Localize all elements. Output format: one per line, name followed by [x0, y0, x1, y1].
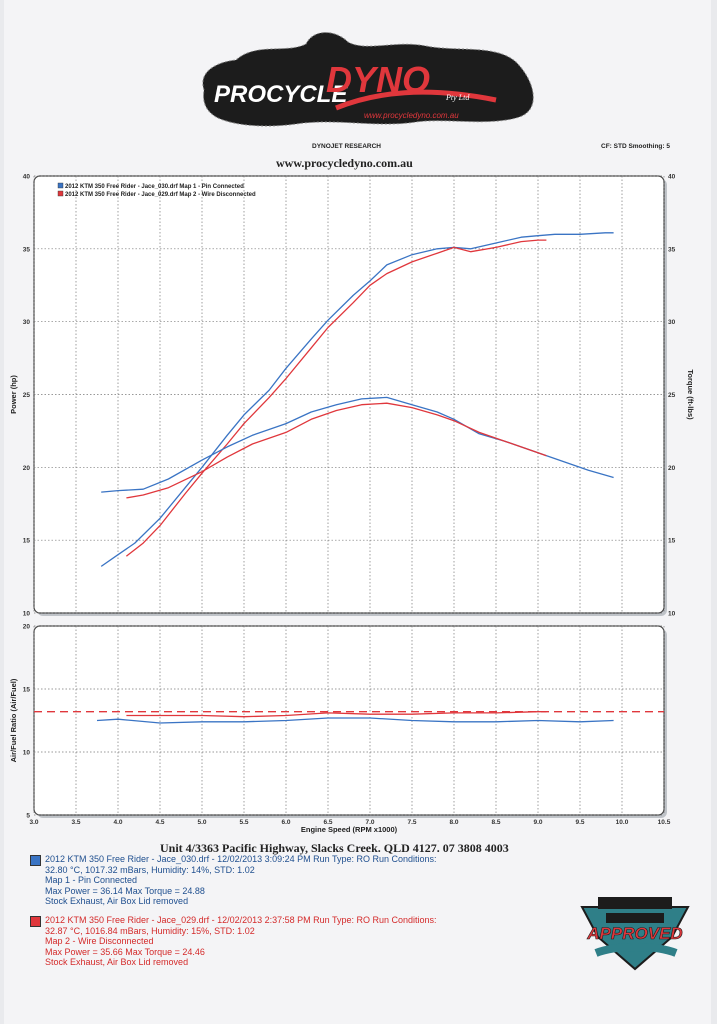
x-tick-label: 7.5	[407, 819, 416, 826]
series-line-1	[96, 717, 614, 724]
x-tick-label: 5.0	[197, 819, 206, 826]
legend-entry: 2012 KTM 350 Free Rider - Jace_030.drf M…	[65, 184, 244, 190]
y-tick-label: 25	[23, 392, 31, 399]
x-tick-label: 10.5	[658, 819, 671, 826]
logo-procycle-text: PROCYCLE	[214, 81, 348, 108]
x-tick-label: 5.5	[239, 819, 248, 826]
y-tick-label: 40	[23, 174, 31, 181]
run2-line5: Stock Exhaust, Air Box Lid removed	[45, 957, 189, 967]
legend-swatch	[57, 190, 64, 197]
x-tick-label: 10.0	[616, 819, 629, 826]
y-tick-label: 5	[26, 813, 30, 820]
series-line-2	[126, 239, 547, 557]
y-tick-label: 30	[23, 319, 31, 326]
logo-url-text: www.procycledyno.com.au	[364, 111, 459, 120]
approved-badge: APPROVED	[580, 897, 690, 971]
x-tick-label: 8.0	[449, 819, 458, 826]
run1-line4: Max Power = 36.14 Max Torque = 24.88	[45, 885, 205, 896]
y2-tick-label: 35	[668, 246, 676, 253]
logo-suffix-text: Pty Ltd	[445, 93, 470, 102]
series-line-2	[126, 711, 547, 718]
run2-swatch	[30, 916, 41, 927]
run2-details: 2012 KTM 350 Free Rider - Jace_029.drf -…	[45, 915, 437, 968]
run1-swatch	[30, 855, 41, 866]
y-axis-title: Power (hp)	[9, 375, 18, 414]
y-tick-label: 35	[23, 246, 31, 253]
x-tick-label: 3.5	[71, 819, 80, 826]
shop-address: Unit 4/3363 Pacific Highway, Slacks Cree…	[160, 841, 509, 855]
y-tick-label: 10	[23, 750, 31, 757]
dynojet-research-label: DYNOJET RESEARCH	[312, 143, 381, 150]
x-tick-label: 9.0	[533, 819, 542, 826]
y-axis-title: Air/Fuel Ratio (Air/Fuel)	[9, 678, 18, 762]
x-tick-label: 3.0	[29, 819, 38, 826]
run2-line3: Map 2 - Wire Disconnected	[45, 936, 154, 946]
series-line-1	[100, 232, 614, 567]
y2-tick-label: 40	[668, 174, 676, 181]
x-tick-label: 6.5	[323, 819, 332, 826]
run2-line4: Max Power = 35.66 Max Torque = 24.46	[45, 946, 205, 957]
logo-dyno-text: DYNO	[326, 59, 430, 100]
power-torque-chart: 10 10 15 15 20 20 25 25 30 30 35 35 40 40 Power (hp) To…	[9, 174, 695, 618]
run1-line2: 32.80 °C, 1017.32 mBars, Humidity: 14%, …	[45, 864, 255, 875]
y2-tick-label: 10	[668, 611, 676, 618]
approved-badge-text: APPROVED	[586, 924, 682, 943]
x-tick-label: 9.5	[575, 819, 584, 826]
x-tick-label: 4.5	[155, 819, 164, 826]
y2-axis-title: Torque (ft-lbs)	[686, 369, 695, 420]
y-tick-label: 15	[23, 538, 31, 545]
x-tick-label: 7.0	[365, 819, 374, 826]
series-line-4	[126, 402, 547, 499]
y2-tick-label: 30	[668, 319, 676, 326]
x-tick-label: 8.5	[491, 819, 500, 826]
run1-line1: 2012 KTM 350 Free Rider - Jace_030.drf -…	[45, 854, 437, 864]
y-tick-label: 15	[23, 687, 31, 694]
run2-line2: 32.87 °C, 1016.84 mBars, Humidity: 15%, …	[45, 925, 255, 936]
cf-smoothing-label: CF: STD Smoothing: 5	[601, 143, 670, 150]
run1-line5: Stock Exhaust, Air Box Lid removed	[45, 896, 189, 906]
y-tick-label: 20	[23, 624, 31, 631]
y-tick-label: 20	[23, 465, 31, 472]
website-label: www.procycledyno.com.au	[276, 156, 413, 170]
y2-tick-label: 25	[668, 392, 676, 399]
y-tick-label: 10	[23, 611, 31, 618]
y2-tick-label: 20	[668, 465, 676, 472]
air-fuel-ratio-chart: 5 10 15 20 3.0 3.5 4.0 4.5 5.0 5.5 6.0 6.5 7.0 7.5 8.0…	[9, 624, 671, 835]
x-tick-label: 4.0	[113, 819, 122, 826]
run1-line3: Map 1 - Pin Connected	[45, 875, 138, 885]
legend-swatch	[57, 182, 64, 189]
x-tick-label: 6.0	[281, 819, 290, 826]
run2-line1: 2012 KTM 350 Free Rider - Jace_029.drf -…	[45, 915, 437, 925]
legend-entry: 2012 KTM 350 Free Rider - Jace_029.drf M…	[65, 192, 256, 198]
run1-details: 2012 KTM 350 Free Rider - Jace_030.drf -…	[45, 854, 437, 907]
procycle-dyno-logo: PROCYCLE DYNO Pty Ltd www.procycledyno.c…	[202, 32, 534, 127]
y2-tick-label: 15	[668, 538, 676, 545]
x-axis-title: Engine Speed (RPM x1000)	[301, 825, 398, 834]
